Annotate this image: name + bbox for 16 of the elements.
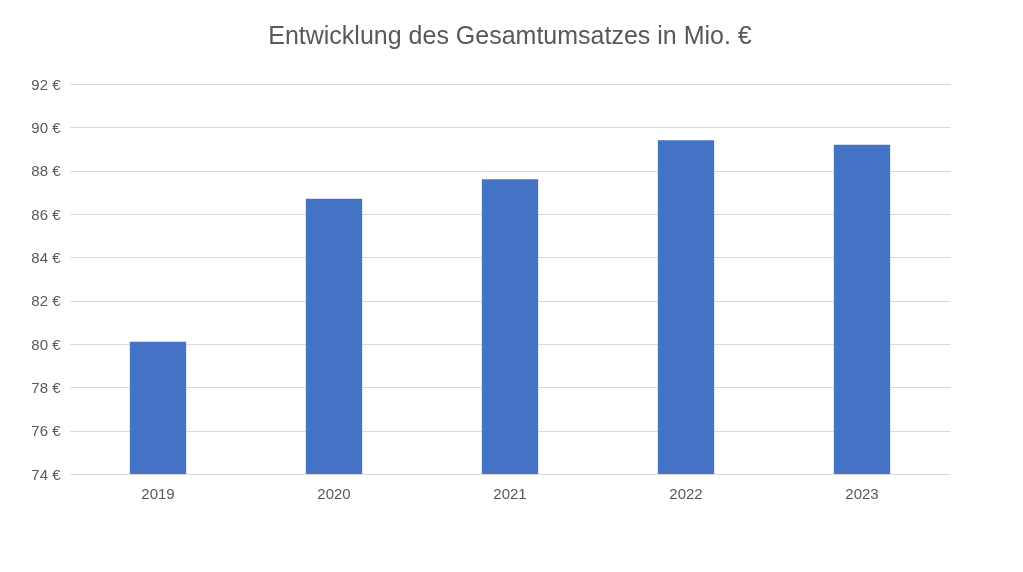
y-tick-label: 82 € (31, 292, 62, 310)
y-tick-label: 78 € (31, 378, 62, 396)
y-tick-label: 80 € (31, 335, 62, 353)
y-tick-label: 76 € (31, 422, 62, 440)
x-tick-label: 2019 (141, 484, 175, 502)
chart-title: Entwicklung des Gesamtumsatzes in Mio. € (268, 21, 752, 49)
x-tick-label: 2020 (317, 484, 351, 502)
y-tick-label: 88 € (31, 162, 62, 180)
y-tick-label: 92 € (31, 75, 62, 93)
y-tick-label: 90 € (31, 118, 62, 136)
y-tick-label: 86 € (31, 205, 62, 223)
y-tick-label: 74 € (31, 465, 62, 483)
y-tick-label: 84 € (31, 248, 62, 266)
x-tick-label: 2023 (845, 484, 879, 502)
x-tick-label: 2022 (669, 484, 703, 502)
x-tick-label: 2021 (493, 484, 527, 502)
